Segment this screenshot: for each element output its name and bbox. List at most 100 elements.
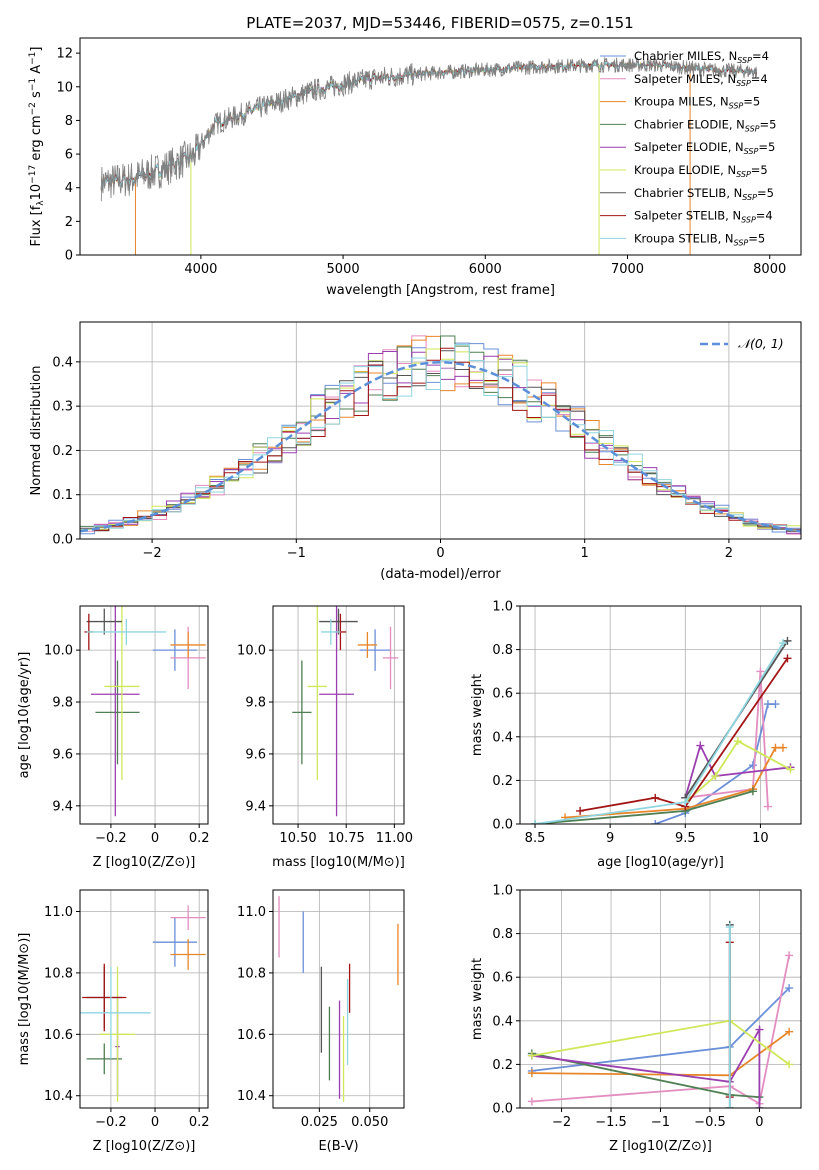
y-tick-label: 10.0 — [44, 644, 73, 659]
y-axis-label: Normed distribution — [29, 366, 44, 496]
x-tick-label: −0.2 — [95, 831, 127, 846]
weight-marker — [651, 820, 660, 824]
x-tick-label: 9 — [606, 831, 614, 846]
axes-frame — [79, 889, 209, 1109]
weight-marker — [785, 1060, 794, 1069]
legend-label: Salpeter STELIB, NSSP=4 — [634, 209, 773, 225]
x-tick-label: 7000 — [611, 262, 644, 277]
weight-marker — [651, 793, 660, 802]
y-tick-label: 9.4 — [52, 799, 73, 814]
y-tick-label: 0.4 — [492, 730, 513, 745]
x-axis-label: Z [log10(Z/Z⊙)] — [93, 1139, 196, 1154]
x-tick-label: 2 — [725, 546, 733, 561]
y-tick-label: 0.2 — [52, 444, 73, 459]
panel-mass_vs_EBV: 0.025 0.050 10.4 10.6 10.8 11.0 E(B-V) — [237, 889, 405, 1154]
weight-marker — [785, 984, 794, 993]
y-tick-label: 8 — [65, 114, 73, 129]
x-tick-label: −1.5 — [595, 1115, 627, 1130]
x-tick-label: 10 — [752, 831, 769, 846]
y-tick-label: 9.6 — [245, 747, 266, 762]
histogram-step — [80, 344, 801, 531]
histogram-step — [80, 347, 801, 531]
panel-spectrum: 4000 5000 6000 7000 8000 0 2 4 6 8 10 12 wavelength … — [28, 37, 802, 298]
weight-marker — [748, 761, 757, 770]
x-tick-label: −0.5 — [694, 1115, 726, 1130]
legend-label: Kroupa MILES, NSSP=5 — [634, 95, 760, 111]
x-tick-label: 0.2 — [189, 1115, 210, 1130]
legend-label: Kroupa STELIB, NSSP=5 — [634, 231, 765, 247]
axes-frame — [79, 605, 209, 825]
y-tick-label: 9.6 — [52, 747, 73, 762]
y-tick-label: 0.8 — [492, 643, 513, 658]
legend-label: 𝒩(0, 1) — [738, 336, 784, 351]
weight-marker — [531, 820, 540, 824]
weight-marker — [778, 639, 787, 648]
x-axis-label: Z [log10(Z/Z⊙)] — [609, 1139, 712, 1154]
y-tick-label: 4 — [65, 181, 73, 196]
x-tick-label: 0 — [151, 831, 159, 846]
x-tick-label: 0.025 — [301, 1115, 338, 1130]
y-tick-label: 9.8 — [52, 696, 73, 711]
y-tick-label: 0.6 — [492, 687, 513, 702]
y-tick-label: 1.0 — [492, 600, 513, 615]
x-tick-label: 0 — [755, 1115, 763, 1130]
y-tick-label: 2 — [65, 215, 73, 230]
y-tick-label: 10.0 — [237, 644, 266, 659]
weight-line — [685, 671, 769, 807]
weight-marker — [527, 1097, 536, 1106]
x-tick-label: 8000 — [753, 262, 786, 277]
y-tick-label: 0.8 — [492, 927, 513, 942]
y-axis-label: mass weight — [470, 958, 485, 1040]
legend-label: Salpeter ELODIE, NSSP=5 — [634, 140, 775, 156]
x-tick-label: 9.5 — [675, 831, 696, 846]
y-tick-label: 9.4 — [245, 799, 266, 814]
weight-line — [531, 1026, 761, 1108]
figure-layer: 4000 5000 6000 7000 8000024681012wavelength … — [17, 37, 802, 1154]
weight-marker — [725, 1104, 734, 1108]
y-tick-label: 0.0 — [492, 818, 513, 833]
y-tick-label: 0.6 — [492, 971, 513, 986]
x-tick-label: 0 — [151, 1115, 159, 1130]
y-axis-label: age [log10(age/yr)] — [17, 652, 32, 779]
y-tick-label: 12 — [56, 47, 73, 62]
axes-frame — [272, 889, 405, 1109]
x-axis-label: wavelength [Angstrom, rest frame] — [326, 283, 555, 298]
x-tick-label: −1 — [651, 1115, 670, 1130]
x-axis-label: E(B-V) — [318, 1139, 358, 1154]
weight-marker — [755, 1104, 764, 1108]
panel-age_vs_Z: −0.2 0 0.2 9.4 9.6 9.8 10.0 Z [log10(Z/Z⊙)] age … — [17, 605, 210, 870]
weight-marker — [755, 1025, 764, 1034]
x-tick-label: 10.75 — [328, 831, 365, 846]
x-axis-label: mass [log10(M/M⊙)] — [272, 855, 405, 870]
x-tick-label: 0.050 — [351, 1115, 388, 1130]
panel-weight_vs_Z: −2 −1.5 −1 −0.5 0 0.0 0.2 0.4 0.6 0.8 1.0 Z [log10(… — [470, 884, 802, 1154]
weight-marker — [681, 798, 690, 807]
panel-mass_vs_Z: −0.2 0 0.2 10.4 10.6 10.8 11.0 Z [log10(Z/Z⊙)] m… — [17, 889, 210, 1154]
y-tick-label: 11.0 — [237, 905, 266, 920]
weight-marker — [696, 741, 705, 750]
weight-marker — [576, 806, 585, 815]
x-tick-label: 10.50 — [279, 831, 316, 846]
y-tick-label: 0 — [65, 249, 73, 264]
axes-frame — [79, 37, 802, 256]
y-tick-label: 11.0 — [44, 905, 73, 920]
legend-label: Kroupa ELODIE, NSSP=5 — [634, 163, 768, 179]
y-tick-label: 10.6 — [44, 1028, 73, 1043]
weight-marker — [711, 772, 720, 781]
panel-age_vs_mass: 10.50 10.75 11.00 9.4 9.6 9.8 10.0 mass [log10(… — [237, 605, 413, 870]
figure-title: PLATE=2037, MJD=53446, FIBERID=0575, z=0… — [246, 14, 633, 32]
data-line — [100, 56, 757, 202]
weight-marker — [783, 654, 792, 663]
weight-marker — [763, 802, 772, 811]
normal-curve — [80, 361, 801, 533]
weight-line — [531, 955, 790, 1106]
axes-frame — [272, 605, 405, 825]
y-tick-label: 10.6 — [237, 1028, 266, 1043]
panel-weight_vs_age: 8.5 9 9.5 10 0.0 0.2 0.4 0.6 0.8 1.0 age [log10(ag… — [470, 600, 802, 870]
x-tick-label: −0.2 — [95, 1115, 127, 1130]
plot-area — [80, 905, 206, 1102]
y-axis-label: mass [log10(M/M⊙)] — [17, 933, 32, 1066]
x-tick-label: 5000 — [327, 262, 360, 277]
x-tick-label: −2 — [143, 546, 162, 561]
weight-line — [579, 657, 789, 812]
